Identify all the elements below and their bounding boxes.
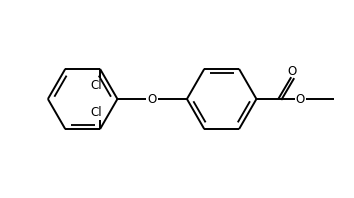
Text: Cl: Cl xyxy=(90,106,102,119)
Text: O: O xyxy=(148,92,157,106)
Text: Cl: Cl xyxy=(90,79,102,92)
Text: O: O xyxy=(287,65,297,78)
Text: O: O xyxy=(296,92,305,106)
